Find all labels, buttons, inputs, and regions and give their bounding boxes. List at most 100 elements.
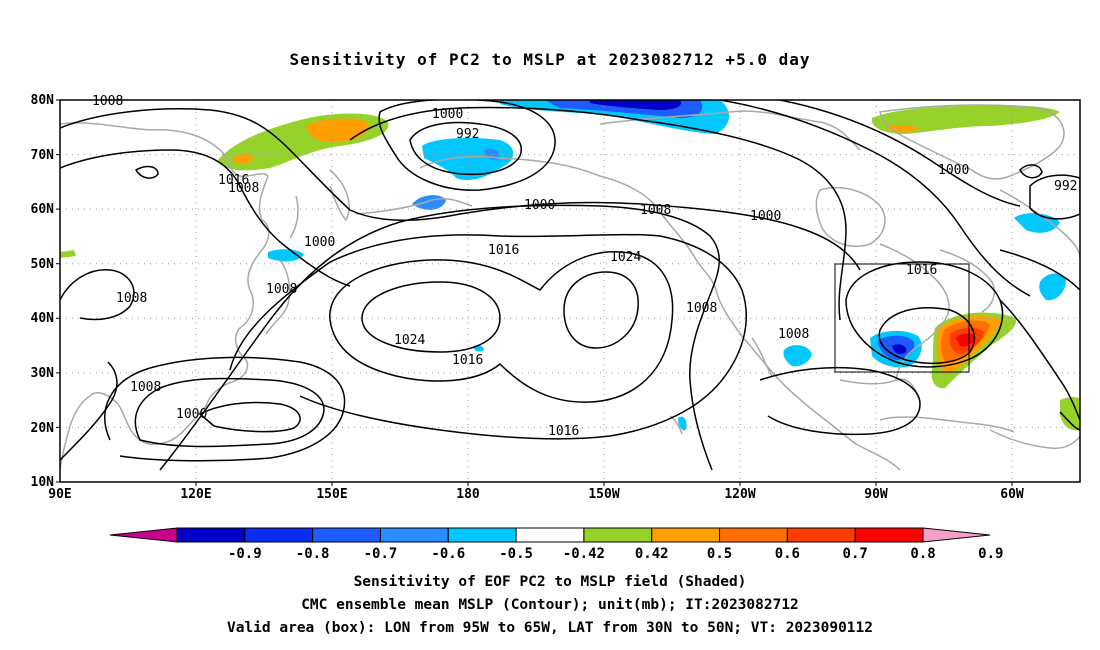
contour-label: 992 — [1054, 179, 1077, 194]
coast-gulf — [839, 378, 919, 399]
lon-label: 120E — [180, 487, 211, 502]
coast-greenland — [879, 104, 1065, 180]
lat-label: 60N — [31, 202, 55, 217]
contour-1008-west-coast — [60, 269, 135, 321]
lon-label: 150W — [588, 487, 619, 502]
coast-sakhalin — [289, 195, 299, 239]
colorbar-segment — [854, 527, 924, 543]
contour-1000-low-w — [134, 377, 325, 448]
contour-label: 992 — [456, 127, 479, 142]
contour-label: 1000 — [432, 107, 463, 122]
contour-1008-low-w-outer — [104, 356, 346, 462]
contour-1008-mid — [159, 204, 720, 471]
contour-1000-aleut — [378, 100, 556, 191]
colorbar-extend-low — [109, 527, 178, 543]
lon-label: 90W — [864, 487, 888, 502]
coast-asia-north — [60, 122, 269, 178]
latitude-labels: 80N 70N 60N 50N 40N 30N 20N 10N — [31, 93, 55, 490]
shade-green-w-edge — [60, 250, 76, 258]
colorbar-segment — [244, 527, 314, 543]
coast-kamchatka — [329, 169, 350, 222]
contour-label: 1000 — [176, 407, 207, 422]
contour-label: 1008 — [640, 203, 671, 218]
shade-darkblue-us — [892, 344, 907, 354]
mslp-contours — [60, 100, 1080, 471]
contour-1016-long — [229, 233, 747, 440]
contour-small-low-ne — [1019, 164, 1043, 179]
contour-1000-north — [349, 106, 847, 321]
contour-1008-atl-ne — [999, 249, 1080, 291]
colorbar-segment — [515, 527, 585, 543]
coast-canada-arctic — [599, 110, 861, 151]
contour-label: 1000 — [304, 235, 335, 250]
lon-label: 90E — [48, 487, 71, 502]
contour-label: 1016 — [488, 243, 519, 258]
colorbar-tick-label: 0.7 — [843, 546, 868, 562]
lon-label: 150E — [316, 487, 347, 502]
caption-line-2: CMC ensemble mean MSLP (Contour); unit(m… — [301, 597, 799, 613]
coast-ne-canada — [999, 189, 1080, 259]
coast-sa-north — [989, 429, 1080, 450]
colorbar-tick-label: -0.9 — [228, 546, 262, 562]
shade-orange-siberia-w — [232, 153, 254, 164]
contour-label: 1016 — [548, 424, 579, 439]
shade-cyan-atlantic — [1014, 213, 1060, 233]
lat-ticks — [56, 99, 60, 483]
contour-label: 1000 — [750, 209, 781, 224]
colorbar-tick-label: 0.6 — [775, 546, 800, 562]
contour-1016-sw-edge — [60, 361, 118, 461]
colorbar-tick-label: 0.8 — [910, 546, 935, 562]
colorbar-tick-label: -0.5 — [499, 546, 533, 562]
colorbar-tick-label: -0.6 — [431, 546, 465, 562]
shade-cyan-atlantic-2 — [1039, 273, 1066, 301]
longitude-labels: 90E 120E 150E 180 150W 120W 90W 60W — [48, 487, 1024, 502]
contour-label: 1008 — [778, 327, 809, 342]
colorbar-extend-high — [922, 527, 991, 543]
coastlines — [60, 104, 1080, 471]
shade-cyan-small-2 — [268, 249, 304, 262]
coast-japan — [265, 259, 291, 335]
colorbar-segment — [719, 527, 788, 543]
chart-title: Sensitivity of PC2 to MSLP at 2023082712… — [289, 50, 811, 69]
coast-na-west — [715, 289, 901, 471]
colorbar-segment — [583, 527, 653, 543]
colorbar-tick-label: 0.5 — [707, 546, 732, 562]
contour-label: 1024 — [610, 250, 641, 265]
colorbar-segment — [176, 527, 246, 543]
shade-green-greenland — [871, 105, 1060, 134]
lat-label: 70N — [31, 148, 55, 163]
contour-1016-high — [329, 251, 674, 403]
contour-1008-ne — [719, 100, 1031, 297]
coast-asia-east — [60, 175, 270, 471]
colorbar-segment — [312, 527, 381, 543]
contour-1024-west — [361, 281, 501, 353]
contour-1000-ne — [779, 100, 1021, 207]
valid-area-box — [834, 263, 970, 373]
lon-label: 180 — [456, 487, 480, 502]
contour-1024-east — [563, 271, 639, 349]
lon-label: 60W — [1000, 487, 1024, 502]
colorbar: -0.9 -0.8 -0.7 -0.6 -0.5 -0.42 0.42 0.5 0.6 0.7 0.… — [109, 527, 1003, 562]
contour-label: 1008 — [92, 94, 123, 109]
contour-label: 1016 — [218, 173, 249, 188]
contour-1008-gulf — [759, 366, 921, 436]
coast-caribbean — [879, 416, 1015, 433]
coast-aleutians — [355, 197, 473, 215]
contour-label: 1008 — [130, 380, 161, 395]
contour-1008-north — [60, 108, 861, 271]
coast-labrador — [939, 249, 996, 313]
colorbar-segment — [786, 527, 856, 543]
contour-labels: 1008 1000 992 1000 992 1016 1008 1000 10… — [92, 94, 1077, 439]
lon-label: 120W — [724, 487, 755, 502]
colorbar-tick-label: -0.42 — [563, 546, 605, 562]
contour-label: 1008 — [116, 291, 147, 306]
coast-baja — [751, 337, 773, 377]
coast-alaska — [419, 155, 717, 291]
caption-line-3: Valid area (box): LON from 95W to 65W, L… — [226, 620, 873, 636]
lat-label: 80N — [31, 93, 55, 108]
colorbar-segment — [447, 527, 517, 543]
contour-label: 1008 — [266, 282, 297, 297]
contour-1000-low-w-inner — [198, 401, 301, 433]
lat-label: 20N — [31, 421, 55, 436]
colorbar-tick-label: 0.9 — [978, 546, 1003, 562]
